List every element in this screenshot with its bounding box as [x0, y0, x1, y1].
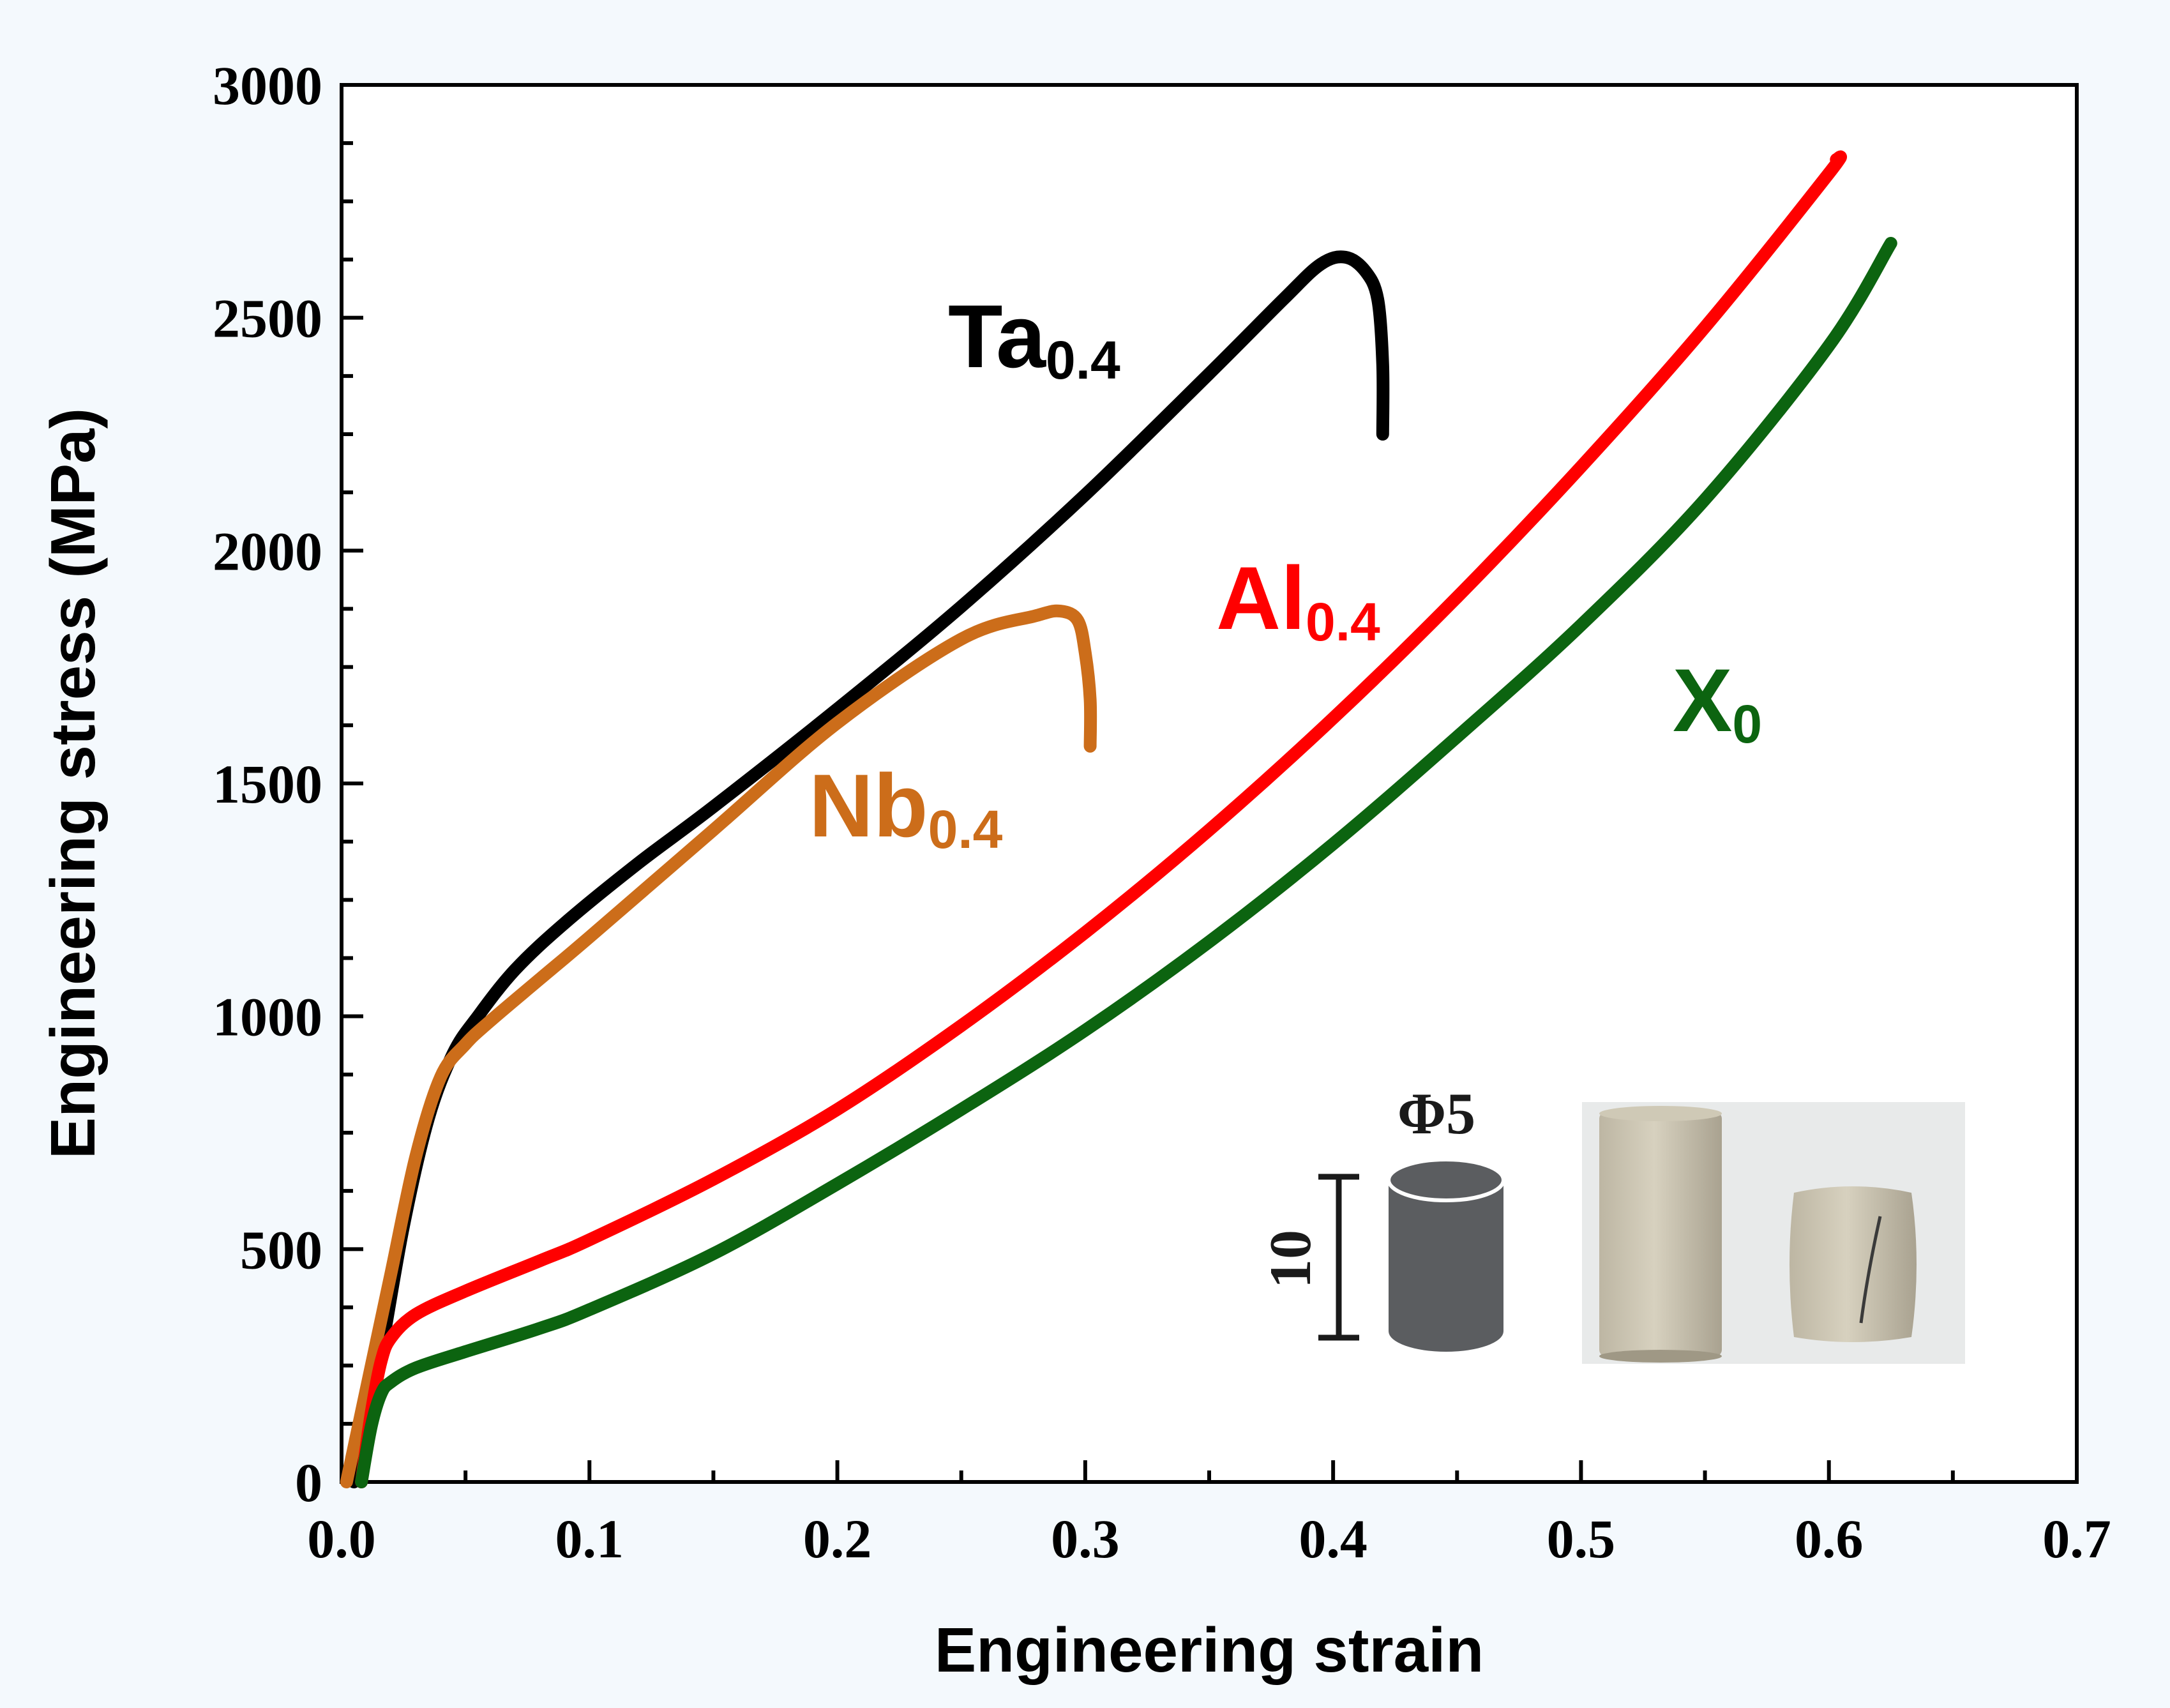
x-tick-label: 0.3 — [1051, 1508, 1120, 1569]
y-tick-label: 1000 — [213, 986, 322, 1048]
x-tick-label: 0.4 — [1299, 1508, 1368, 1569]
y-tick-label: 2500 — [213, 288, 322, 349]
cylinder-icon — [1387, 1158, 1505, 1352]
specimen-before-compression — [1599, 1106, 1722, 1363]
x-tick-label: 0.1 — [555, 1508, 624, 1569]
specimen-after-compression — [1789, 1186, 1917, 1342]
y-tick-label: 500 — [240, 1219, 322, 1280]
series-label-x0: X0 — [1673, 650, 1762, 754]
tick-labels: 0.0 0.1 0.2 0.3 0.4 0.5 0.6 0.7 0 500 1000 1500 2000… — [213, 55, 2111, 1569]
x-tick-label: 0.7 — [2042, 1508, 2111, 1569]
diameter-label: Φ5 — [1398, 1081, 1475, 1146]
series-line-al04 — [355, 150, 1848, 1488]
specimen-photo — [1582, 1102, 1965, 1364]
x-tick-label: 0.2 — [803, 1508, 872, 1569]
series-label-nb: Nb0.4 — [809, 755, 1003, 859]
y-tick-label: 0 — [295, 1452, 322, 1513]
curves — [340, 150, 1897, 1488]
y-tick-label: 1500 — [213, 753, 322, 815]
x-tick-label: 0.6 — [1795, 1508, 1864, 1569]
series-label-al: Al0.4 — [1216, 548, 1380, 652]
x-axis-title: Engineering strain — [935, 1615, 1484, 1685]
x-tick-label: 0.5 — [1547, 1508, 1616, 1569]
y-tick-label: 2000 — [213, 520, 322, 582]
specimen-schematic: Φ5 10 — [1258, 1081, 1505, 1352]
series-label-ta: Ta0.4 — [948, 286, 1120, 390]
y-tick-label: 3000 — [213, 55, 322, 116]
x-tick-label: 0.0 — [307, 1508, 376, 1569]
series-line-x0 — [355, 237, 1897, 1488]
y-axis-title: Engineering stress (MPa) — [38, 408, 108, 1159]
fracture-crack — [1859, 1216, 1882, 1324]
series-line-nb04 — [340, 604, 1097, 1488]
height-label: 10 — [1258, 1230, 1323, 1289]
